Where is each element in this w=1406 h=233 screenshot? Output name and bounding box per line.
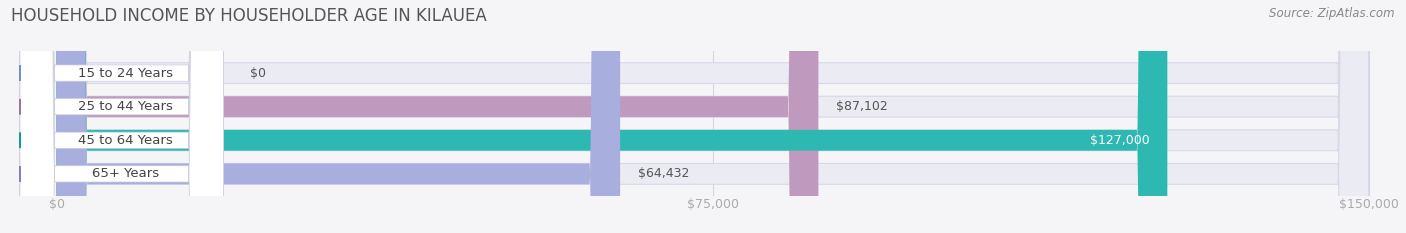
FancyBboxPatch shape <box>56 0 620 233</box>
FancyBboxPatch shape <box>20 0 224 233</box>
Text: Source: ZipAtlas.com: Source: ZipAtlas.com <box>1270 7 1395 20</box>
FancyBboxPatch shape <box>56 0 818 233</box>
FancyBboxPatch shape <box>20 0 224 233</box>
FancyBboxPatch shape <box>56 0 1368 233</box>
FancyBboxPatch shape <box>56 0 1368 233</box>
FancyBboxPatch shape <box>20 0 224 233</box>
FancyBboxPatch shape <box>56 0 1368 233</box>
FancyBboxPatch shape <box>56 0 1368 233</box>
Text: 65+ Years: 65+ Years <box>93 167 159 180</box>
Text: 15 to 24 Years: 15 to 24 Years <box>79 67 173 80</box>
FancyBboxPatch shape <box>56 0 1167 233</box>
Text: $87,102: $87,102 <box>837 100 887 113</box>
Text: $0: $0 <box>250 67 266 80</box>
Text: HOUSEHOLD INCOME BY HOUSEHOLDER AGE IN KILAUEA: HOUSEHOLD INCOME BY HOUSEHOLDER AGE IN K… <box>11 7 486 25</box>
Text: $64,432: $64,432 <box>637 167 689 180</box>
Text: 25 to 44 Years: 25 to 44 Years <box>79 100 173 113</box>
Text: $127,000: $127,000 <box>1090 134 1150 147</box>
Text: 45 to 64 Years: 45 to 64 Years <box>79 134 173 147</box>
FancyBboxPatch shape <box>20 0 224 233</box>
